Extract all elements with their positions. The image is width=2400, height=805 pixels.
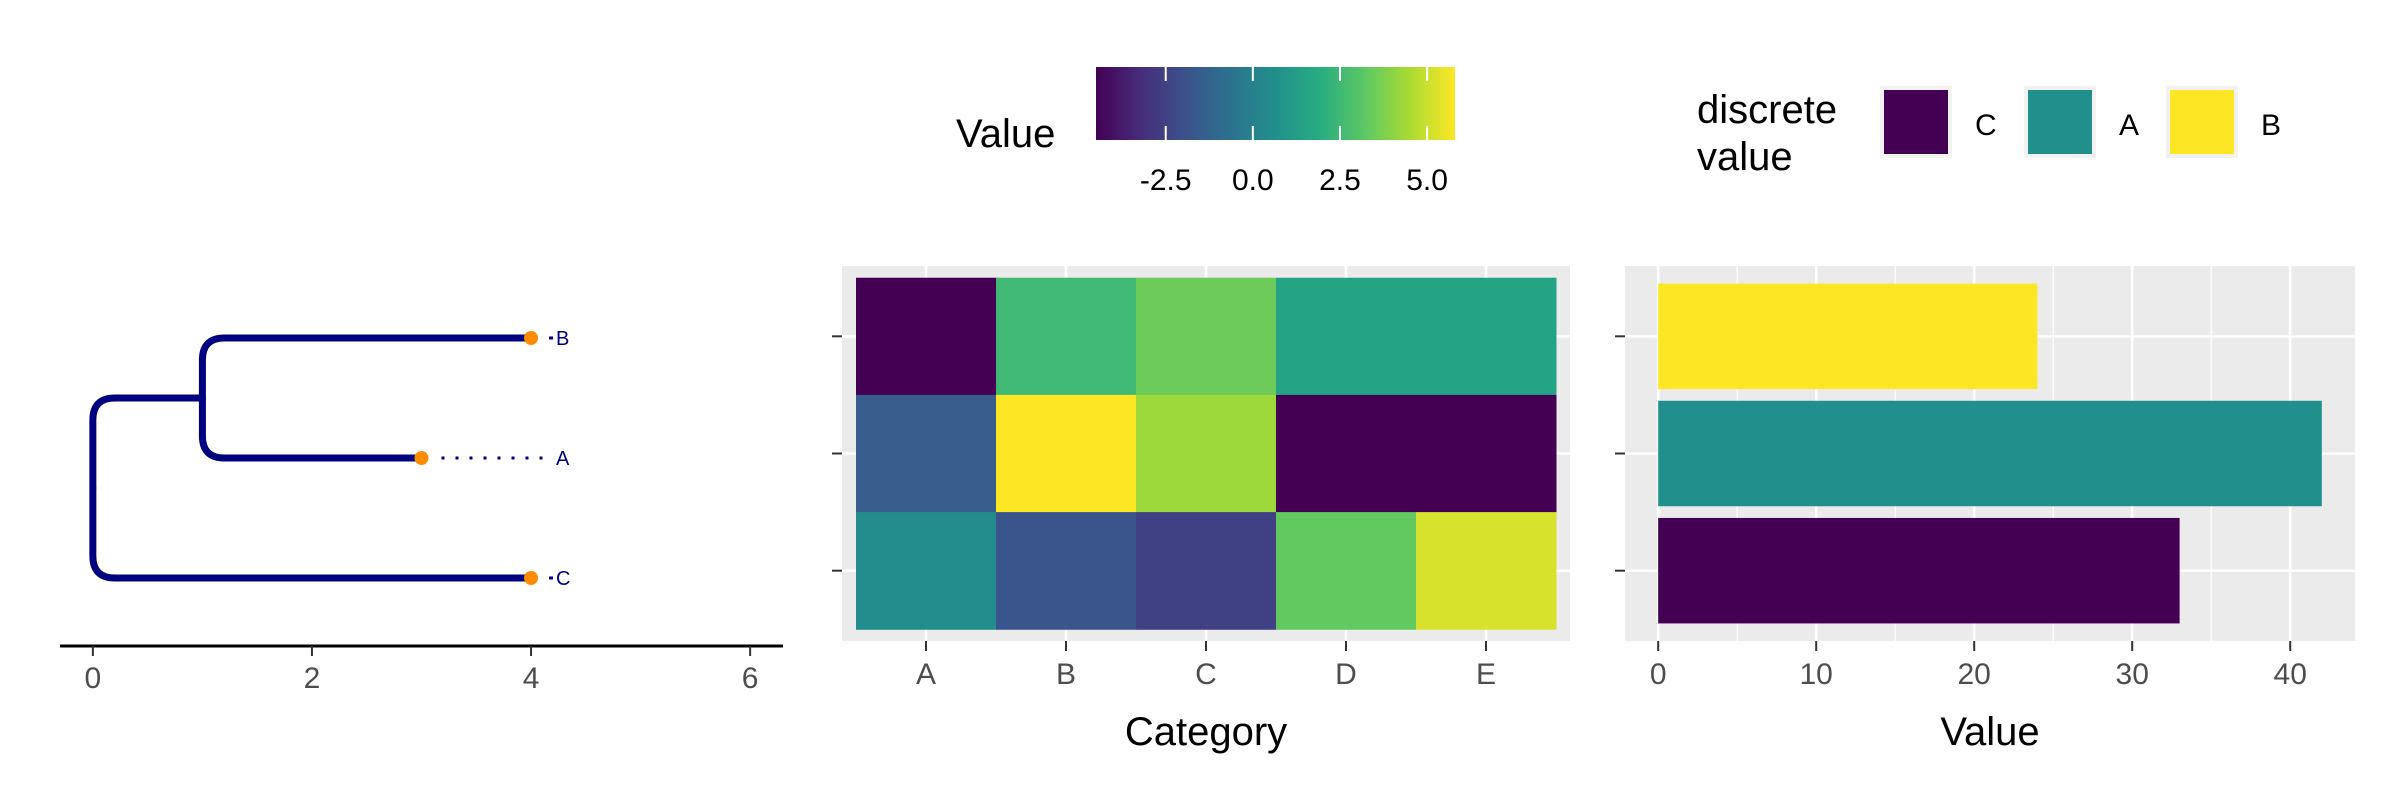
legend-key-C [1884, 90, 1948, 154]
heatmap-cell [996, 394, 1137, 513]
heatmap-cell [1276, 277, 1417, 396]
bar-x-tick-label: 30 [2116, 658, 2149, 691]
tree-branch-A [198, 394, 425, 462]
colorbar-title: Value [956, 112, 1055, 156]
heatmap-cell [856, 277, 997, 396]
legend-label-B: B [2261, 109, 2281, 142]
tree-branch-B [198, 334, 535, 402]
tip-point-B [524, 331, 539, 345]
heatmap-cell [996, 277, 1137, 396]
heatmap-x-tick-label-B: B [1056, 658, 1076, 691]
heatmap-cell [1416, 512, 1557, 630]
colorbar-gradient [1096, 67, 1455, 140]
tree-x-tick-label: 4 [523, 662, 540, 695]
tree-panel: B A C 0 2 4 6 [60, 328, 783, 695]
tree-x-tick-label: 2 [304, 662, 321, 695]
heatmap-cell [1276, 394, 1417, 513]
legend-title-line-1: discrete [1697, 88, 1837, 132]
tip-label-C: C [556, 568, 570, 590]
bar-x-tick-label: 0 [1650, 658, 1667, 691]
tree-x-tick-label: 0 [85, 662, 102, 695]
bar-x-tick-label: 10 [1800, 658, 1833, 691]
heatmap-cell [1136, 277, 1277, 396]
tree-branch-n_ab [89, 394, 206, 492]
heatmap-panel: A B C D E Category Value -2.5 0.0 2.5 5.0 [832, 67, 1570, 754]
bar-B [1658, 283, 2038, 390]
heatmap-cell [1136, 394, 1277, 513]
legend-label-A: A [2119, 109, 2139, 142]
tip-point-C [524, 571, 539, 585]
heatmap-cell [996, 512, 1137, 630]
colorbar-tick-label: 5.0 [1406, 164, 1448, 197]
bar-x-axis-title: Value [1940, 710, 2039, 754]
tip-point-A [414, 451, 429, 465]
tip-label-B: B [556, 328, 569, 350]
tree-x-tick-label: 6 [742, 662, 759, 695]
tip-label-A: A [556, 448, 570, 470]
colorbar-tick-label: -2.5 [1140, 164, 1192, 197]
heatmap-cell [1416, 394, 1557, 513]
heatmap-cell [1276, 512, 1417, 630]
bar-x-tick-label: 40 [2274, 658, 2307, 691]
legend-title-line-2: value [1697, 135, 1793, 179]
bar-C [1658, 517, 2180, 624]
heatmap-cell [856, 512, 997, 630]
heatmap-x-axis-title: Category [1125, 710, 1287, 754]
colorbar-tick-label: 2.5 [1319, 164, 1361, 197]
heatmap-x-tick-label-E: E [1476, 658, 1496, 691]
heatmap-x-tick-label-C: C [1195, 658, 1217, 691]
legend-label-C: C [1975, 109, 1997, 142]
colorbar-tick-label: 0.0 [1232, 164, 1274, 197]
heatmap-x-tick-label-D: D [1335, 658, 1357, 691]
heatmap-cell [1416, 277, 1557, 396]
bar-x-tick-label: 20 [1958, 658, 1991, 691]
legend-key-A [2028, 90, 2092, 154]
legend-key-B [2170, 90, 2234, 154]
heatmap-cell [1136, 512, 1277, 630]
heatmap-x-tick-label-A: A [916, 658, 936, 691]
heatmap-cell [856, 394, 997, 513]
tree-branch-C [89, 484, 535, 582]
bar-A [1658, 400, 2322, 507]
